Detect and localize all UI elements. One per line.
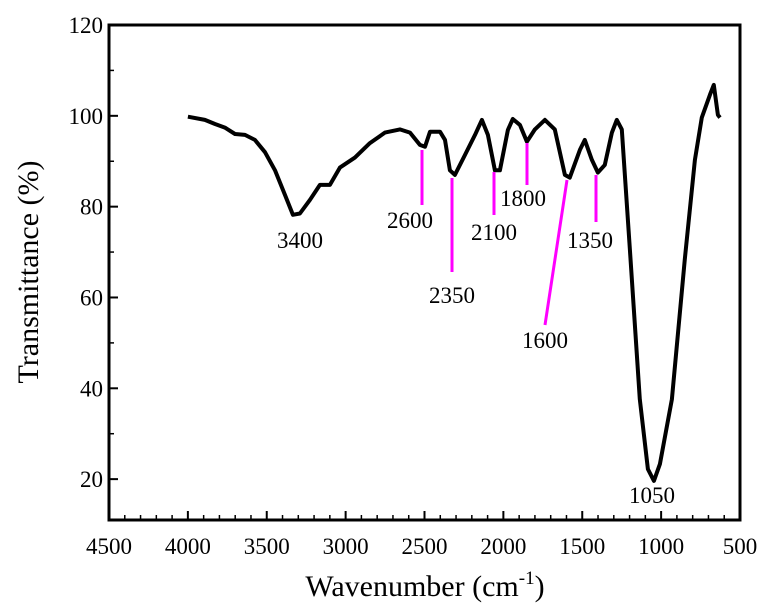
x-axis-label: Wavenumber (cm-1) [305, 568, 544, 603]
y-tick-label: 60 [80, 285, 103, 310]
peak-label: 2350 [429, 283, 475, 308]
y-axis-label: Transmittance (%) [12, 160, 45, 383]
x-tick-label: 2000 [480, 534, 526, 559]
x-label-sup: -1 [519, 568, 535, 589]
peak-label: 2100 [471, 220, 517, 245]
peak-label: 1050 [629, 483, 675, 508]
y-tick-label: 100 [69, 104, 104, 129]
peak-label: 2600 [387, 208, 433, 233]
x-tick-label: 3500 [244, 534, 290, 559]
spectrum-line [187, 82, 722, 483]
y-tick-label: 40 [80, 376, 103, 401]
x-tick-label: 4000 [165, 534, 211, 559]
peak-label: 1600 [522, 328, 568, 353]
x-tick-label: 500 [723, 534, 758, 559]
peak-label: 3400 [277, 228, 323, 253]
x-tick-label: 1000 [638, 534, 684, 559]
peak-marker [543, 179, 569, 326]
y-tick-label: 80 [80, 195, 103, 220]
peak-label: 1350 [567, 228, 613, 253]
x-tick-label: 1500 [559, 534, 605, 559]
x-label-end: ) [535, 570, 545, 603]
x-tick-label: 4500 [86, 534, 132, 559]
peak-label: 1800 [500, 186, 546, 211]
y-tick-label: 20 [80, 467, 103, 492]
y-tick-label: 120 [69, 13, 104, 38]
x-label-main: Wavenumber (cm [305, 570, 518, 603]
x-tick-label: 2500 [402, 534, 448, 559]
x-tick-label: 3000 [323, 534, 369, 559]
